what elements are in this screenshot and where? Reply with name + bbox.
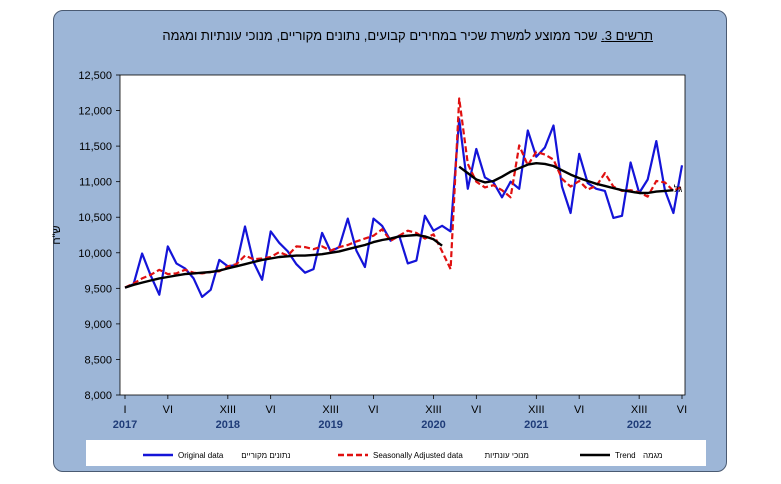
- series-lines: [124, 97, 684, 298]
- x-year-label: 2020: [421, 419, 445, 431]
- title-text: שכר ממוצע למשרת שכיר במחירים קבועים, נתו…: [162, 28, 598, 43]
- figure-label: תרשים 3.: [601, 28, 653, 43]
- x-month-label: XIII: [220, 404, 237, 416]
- legend-label-he-original: נתונים מקוריים: [241, 451, 290, 460]
- x-month-label: XIII: [631, 404, 648, 416]
- x-axis: I VI XIII VI XIII VI XIII VI XIII VI XIII VI 2017 201…: [113, 395, 687, 431]
- x-year-label: 2017: [113, 419, 137, 431]
- y-tick-label: 8,000: [84, 390, 112, 402]
- y-tick-label: 10,000: [78, 248, 112, 260]
- legend-label-he-sa: מנוכי עונתיות: [485, 451, 529, 460]
- x-month-label: I: [123, 404, 126, 416]
- y-axis-label: ש"ח: [51, 225, 63, 244]
- y-tick-label: 12,000: [78, 106, 112, 118]
- x-month-label: XIII: [322, 404, 339, 416]
- x-month-label: VI: [574, 404, 584, 416]
- y-tick-label: 8,500: [84, 354, 112, 366]
- legend: Original data נתונים מקוריים Seasonally Ad…: [143, 451, 662, 460]
- legend-label-trend: Trend: [615, 451, 636, 460]
- x-month-label: VI: [368, 404, 378, 416]
- y-tick-label: 10,500: [78, 212, 112, 224]
- y-axis: 8,000 8,500 9,000 9,500 10,000 10,500 11,000 11…: [78, 70, 120, 402]
- y-tick-label: 9,000: [84, 319, 112, 331]
- x-month-label: XIII: [528, 404, 545, 416]
- x-year-label: 2021: [524, 419, 548, 431]
- legend-label-sa: Seasonally Adjusted data: [373, 451, 463, 460]
- x-month-label: VI: [163, 404, 173, 416]
- series-line-original: [124, 118, 684, 298]
- x-month-label: VI: [677, 404, 687, 416]
- y-tick-label: 11,500: [79, 141, 112, 153]
- y-tick-label: 11,000: [79, 177, 112, 189]
- y-tick-label: 12,500: [78, 70, 112, 82]
- x-month-label: XIII: [425, 404, 442, 416]
- legend-label-original: Original data: [178, 451, 224, 460]
- x-year-label: 2022: [627, 419, 651, 431]
- legend-box: [86, 440, 706, 466]
- end-annotation: גל: [674, 184, 683, 194]
- x-year-label: 2018: [216, 419, 240, 431]
- chart-title: תרשים 3. שכר ממוצע למשרת שכיר במחירים קב…: [53, 28, 653, 43]
- y-tick-label: 9,500: [84, 283, 112, 295]
- x-month-label: VI: [471, 404, 481, 416]
- x-year-label: 2019: [318, 419, 342, 431]
- x-month-label: VI: [265, 404, 275, 416]
- legend-label-he-trend: מגמה: [643, 451, 662, 460]
- series-line-trend: [124, 162, 674, 289]
